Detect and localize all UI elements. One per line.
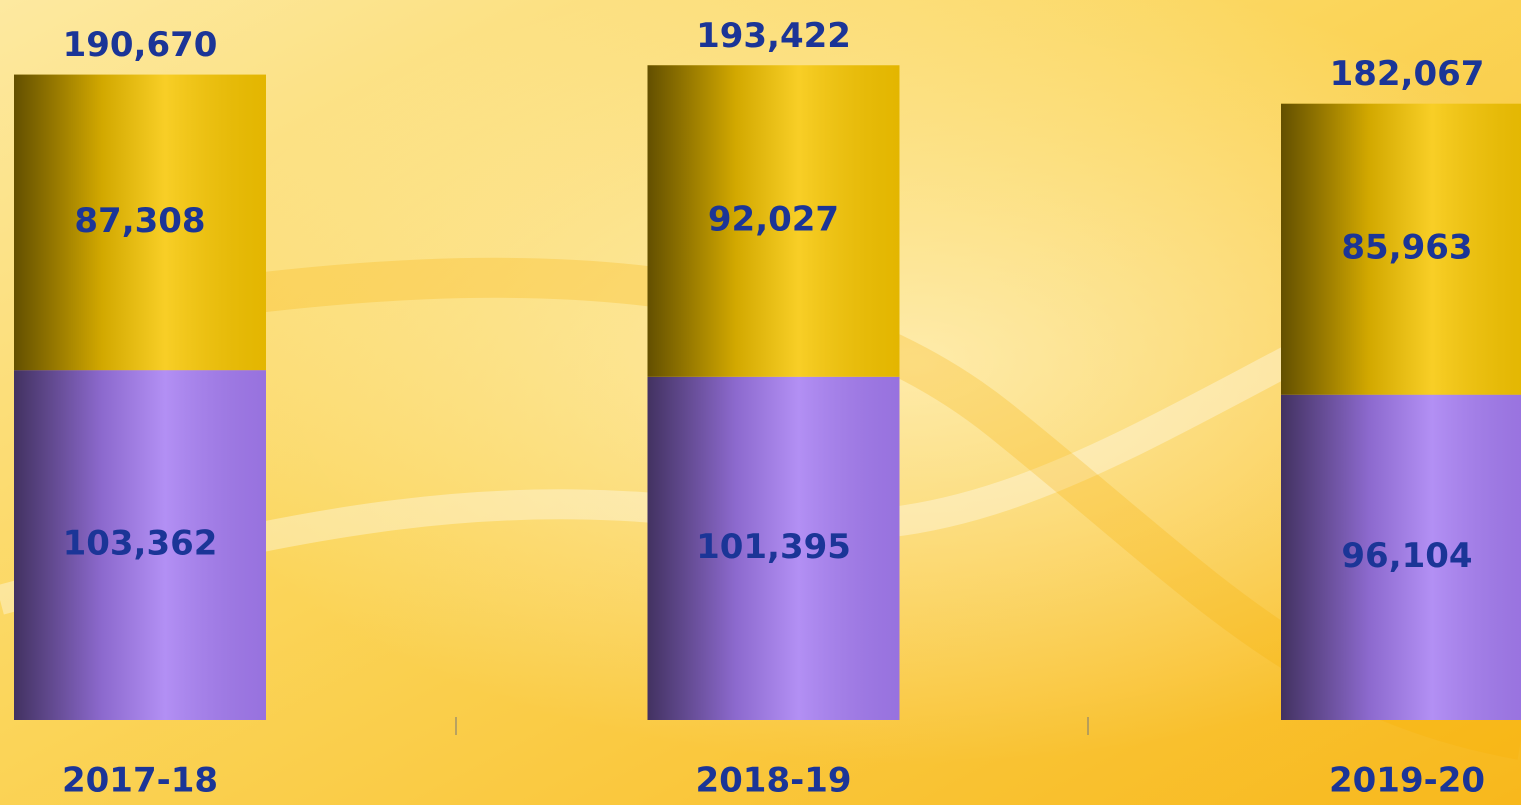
total-label: 190,670 [63, 25, 218, 65]
bar-shade [14, 370, 266, 720]
x-tick-label: 2019-20 [1329, 761, 1485, 801]
bar-shade [647, 65, 900, 377]
bar-shade [14, 74, 266, 371]
segment-label: 96,104 [1341, 536, 1472, 576]
segment-label: 103,362 [63, 524, 218, 564]
x-tick-label: 2018-19 [695, 761, 851, 801]
bar-shade [1281, 394, 1521, 720]
segment-label: 87,308 [74, 201, 205, 241]
total-label: 193,422 [696, 16, 851, 56]
segment-label: 101,395 [696, 527, 851, 567]
segment-label: 85,963 [1341, 228, 1472, 268]
x-tick-label: 2017-18 [62, 761, 218, 801]
bar-shade [647, 376, 900, 720]
bar-shade [1281, 103, 1521, 395]
total-label: 182,067 [1330, 54, 1485, 94]
segment-label: 92,027 [708, 200, 839, 240]
